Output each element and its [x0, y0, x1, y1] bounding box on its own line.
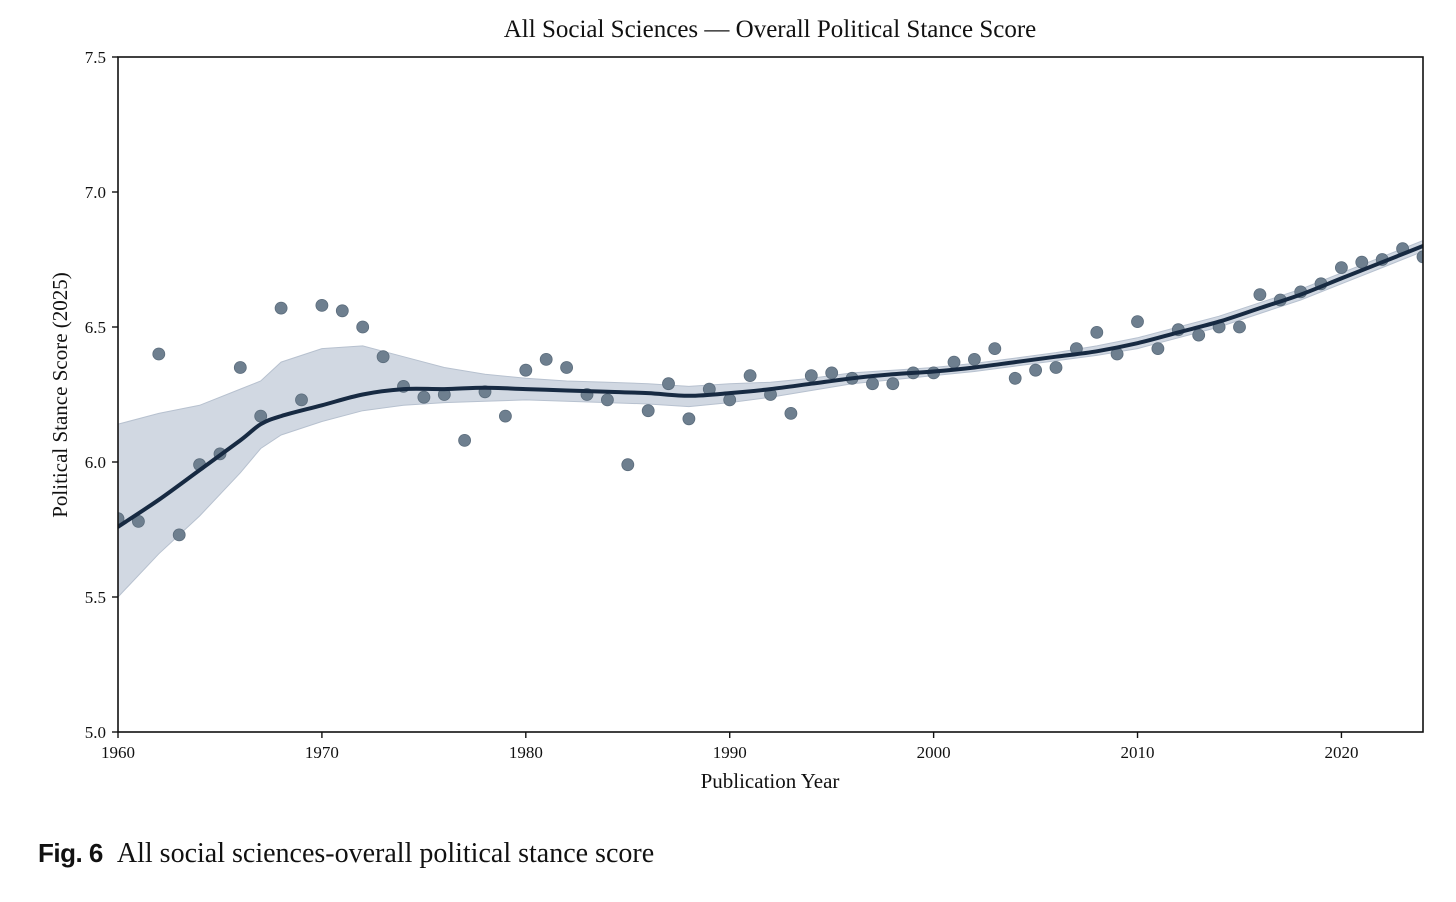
x-tick-label-1960: 1960 [101, 743, 135, 762]
confidence-band [118, 240, 1423, 598]
data-point-1991 [743, 369, 757, 383]
plot-frame [117, 56, 1424, 733]
data-layer [118, 240, 1423, 598]
data-point-2016 [1253, 288, 1267, 302]
data-point-1984 [601, 393, 614, 407]
data-point-1968 [274, 301, 288, 315]
data-point-2020 [1335, 261, 1348, 275]
y-tick-label-7.0: 7.0 [85, 183, 106, 202]
data-point-2013 [1192, 328, 1206, 342]
data-point-1997 [866, 377, 879, 391]
data-point-1966 [233, 361, 247, 374]
data-point-1963 [172, 528, 186, 542]
data-point-1962 [152, 347, 166, 361]
data-point-1980 [519, 363, 533, 377]
data-point-2024 [1416, 250, 1423, 264]
data-point-1979 [498, 409, 512, 423]
data-point-2010 [1131, 315, 1144, 329]
x-tick-label-1990: 1990 [713, 743, 747, 762]
data-point-2005 [1029, 363, 1042, 377]
data-point-2015 [1233, 320, 1246, 334]
data-point-2003 [988, 342, 1002, 356]
data-point-2006 [1049, 361, 1063, 374]
x-tick-label-2000: 2000 [917, 743, 951, 762]
data-point-1977 [458, 433, 472, 447]
y-tick-label-5.0: 5.0 [85, 723, 106, 742]
data-point-1972 [356, 320, 370, 334]
data-point-1987 [662, 377, 675, 391]
data-point-1994 [804, 369, 818, 383]
data-point-2001 [947, 355, 961, 369]
x-tick-label-1980: 1980 [509, 743, 543, 762]
data-point-1969 [295, 393, 308, 407]
data-point-2011 [1151, 342, 1165, 356]
data-point-2002 [968, 352, 981, 366]
x-tick-label-1970: 1970 [305, 743, 339, 762]
data-point-1970 [315, 298, 329, 312]
data-point-2008 [1090, 325, 1104, 339]
data-point-1995 [825, 366, 839, 380]
plot-area: 1960 1970 1980 1990 2000 2010 2020 5.0 5.5 6.0 6.5… [85, 48, 1424, 762]
data-point-1973 [376, 350, 390, 364]
x-tick-label-2020: 2020 [1324, 743, 1358, 762]
data-point-2021 [1355, 255, 1369, 269]
chart-title: All Social Sciences — Overall Political … [504, 16, 1037, 43]
x-tick-label-2010: 2010 [1121, 743, 1155, 762]
trend-line [118, 244, 1423, 529]
data-point-1990 [723, 393, 737, 407]
y-axis-label: Political Stance Score (2025) [48, 272, 72, 518]
y-tick-label-6.5: 6.5 [85, 318, 106, 337]
data-point-1981 [539, 352, 553, 366]
figure-label: Fig. 6 [38, 838, 103, 868]
chart: All Social Sciences — Overall Political … [48, 16, 1424, 793]
figure-caption-text: All social sciences-overall political st… [116, 838, 655, 869]
data-point-1985 [621, 458, 635, 472]
data-point-1986 [641, 404, 655, 418]
data-point-1975 [417, 390, 431, 404]
data-point-1998 [886, 377, 900, 391]
y-tick-label-7.5: 7.5 [85, 48, 106, 67]
y-tick-label-5.5: 5.5 [85, 588, 106, 607]
data-point-2004 [1008, 371, 1022, 385]
y-tick-label-6.0: 6.0 [85, 453, 106, 472]
data-point-1993 [784, 406, 798, 420]
x-axis-label: Publication Year [701, 769, 840, 793]
data-point-1982 [560, 361, 573, 374]
data-point-1988 [682, 412, 696, 426]
figure-caption: Fig. 6 All social sciences-overall politi… [38, 838, 654, 870]
data-point-1971 [335, 304, 349, 318]
